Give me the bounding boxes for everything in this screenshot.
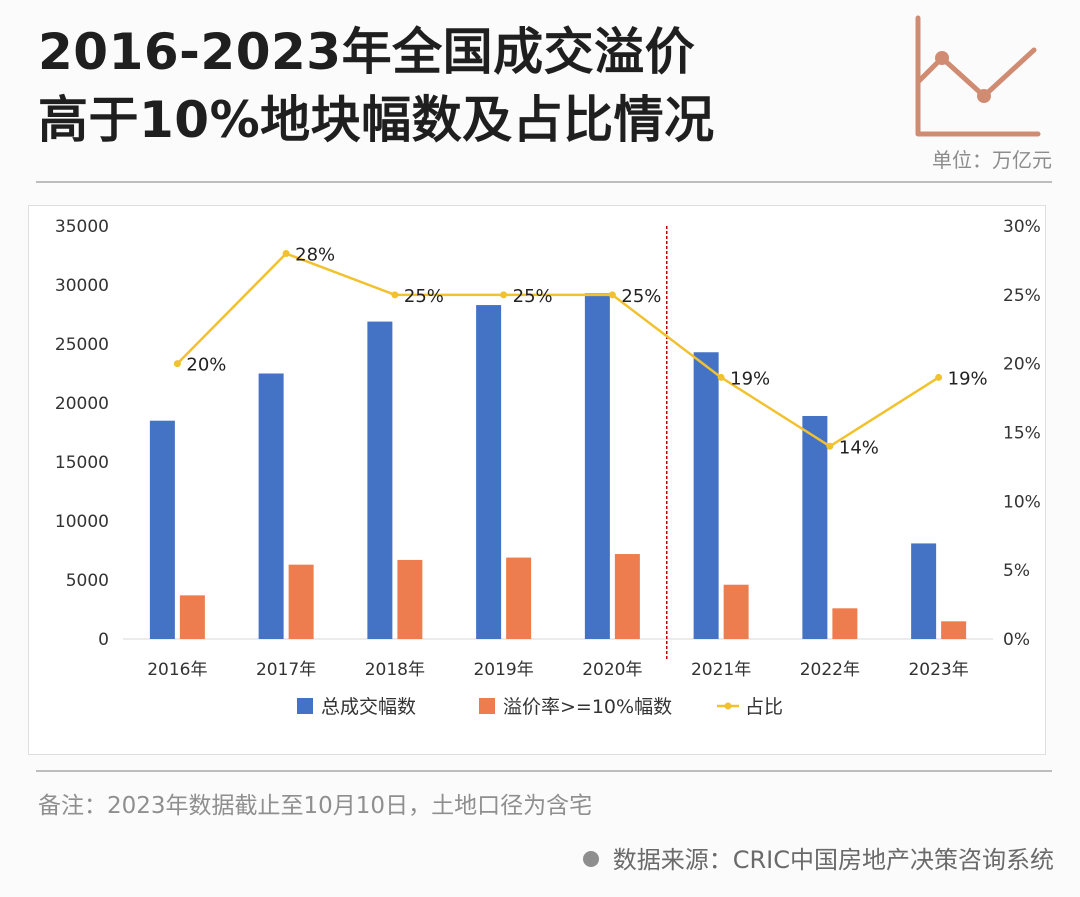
ratio-point <box>282 250 290 258</box>
y-left-tick-label: 5000 <box>66 571 109 591</box>
ratio-point <box>391 291 399 299</box>
footnote: 备注：2023年数据截止至10月10日，土地口径为含宅 <box>38 793 593 819</box>
ratio-point <box>173 360 181 368</box>
title-line-2: 高于10%地块幅数及占比情况 <box>38 91 715 149</box>
combo-chart: 0 5000 10000 15000 20000 25000 30000 35000 0% 5% 1… <box>55 217 1041 718</box>
y-right-tick-label: 30% <box>1003 217 1041 237</box>
y-left-tick-label: 10000 <box>55 512 109 532</box>
chart-title: 2016-2023年全国成交溢价 高于10%地块幅数及占比情况 <box>38 18 715 154</box>
y-right-tick-label: 25% <box>1003 286 1041 306</box>
y-left-tick-label: 15000 <box>55 453 109 473</box>
ratio-data-label: 20% <box>186 355 226 376</box>
legend-swatch-ratio-point <box>724 702 732 710</box>
ratio-data-label: 25% <box>513 286 553 307</box>
x-tick-label: 2018年 <box>365 660 425 680</box>
total-bar <box>149 420 175 639</box>
header-divider <box>36 181 1052 183</box>
y-right-tick-label: 0% <box>1003 630 1030 650</box>
total-bar <box>584 293 610 639</box>
premium-bar <box>506 557 532 639</box>
ratio-data-label: 25% <box>621 286 661 307</box>
x-tick-label: 2020年 <box>582 660 642 680</box>
x-tick-label: 2022年 <box>800 660 860 680</box>
x-tick-label: 2019年 <box>473 660 533 680</box>
x-tick-label: 2016年 <box>147 660 207 680</box>
ratio-data-label: 19% <box>730 368 770 389</box>
total-bar <box>476 305 502 639</box>
premium-bar <box>941 621 967 639</box>
y-right-tick-label: 5% <box>1003 561 1030 581</box>
legend-swatch-total <box>297 698 313 714</box>
total-bar <box>802 415 828 639</box>
y-left-tick-label: 0 <box>98 630 109 650</box>
legend-swatch-premium <box>479 698 495 714</box>
legend-label-ratio: 占比 <box>745 696 783 718</box>
ratio-data-label: 25% <box>404 286 444 307</box>
title-line-1: 2016-2023年全国成交溢价 <box>38 23 696 81</box>
ratio-line <box>176 252 940 448</box>
y-right-tick-label: 10% <box>1003 492 1041 512</box>
premium-bar <box>397 559 423 639</box>
y-left-tick-label: 25000 <box>55 335 109 355</box>
ratio-point <box>608 291 616 299</box>
legend-label-premium: 溢价率>=10%幅数 <box>503 696 672 718</box>
x-tick-label: 2021年 <box>691 660 751 680</box>
premium-bar <box>723 584 749 639</box>
x-tick-label: 2017年 <box>256 660 316 680</box>
total-bar <box>911 543 937 639</box>
x-tick-label: 2023年 <box>908 660 968 680</box>
footer-divider <box>36 770 1052 772</box>
ratio-point <box>935 373 943 381</box>
premium-bar <box>179 595 205 639</box>
total-bar <box>693 352 719 639</box>
premium-bar <box>288 564 314 639</box>
ratio-data-label: 14% <box>839 437 879 458</box>
y-right-tick-label: 20% <box>1003 355 1041 375</box>
total-bar <box>258 373 284 639</box>
total-bar <box>367 321 393 639</box>
ratio-data-label: 19% <box>948 368 988 389</box>
line-chart-logo-icon <box>915 15 1041 137</box>
legend-label-total: 总成交幅数 <box>321 696 416 718</box>
ratio-point <box>826 442 834 450</box>
y-left-tick-label: 35000 <box>55 217 109 237</box>
ratio-data-label: 28% <box>295 245 335 266</box>
y-left-tick-label: 30000 <box>55 276 109 296</box>
premium-bar <box>832 608 858 639</box>
y-left-tick-label: 20000 <box>55 394 109 414</box>
unit-label: 单位：万亿元 <box>932 148 1052 172</box>
y-right-tick-label: 15% <box>1003 424 1041 444</box>
data-source-text: 数据来源：CRIC中国房地产决策咨询系统 <box>612 846 1054 874</box>
premium-bar <box>614 554 640 639</box>
data-source: 数据来源：CRIC中国房地产决策咨询系统 <box>582 840 1054 875</box>
ratio-point <box>717 373 725 381</box>
bullet-icon <box>582 851 599 867</box>
chart-container: 0 5000 10000 15000 20000 25000 30000 35000 0% 5% 1… <box>28 205 1046 755</box>
ratio-point <box>500 291 508 299</box>
